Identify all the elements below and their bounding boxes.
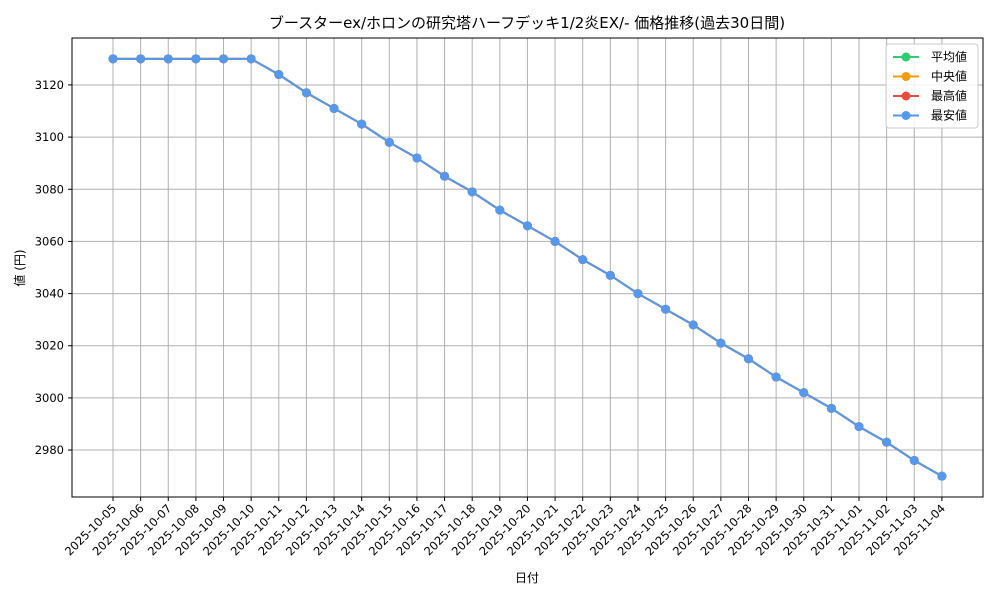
- data-point: [467, 187, 477, 197]
- y-tick-label: 3040: [35, 287, 64, 301]
- data-point: [909, 455, 919, 465]
- data-point: [688, 320, 698, 330]
- data-point: [854, 422, 864, 432]
- y-axis-ticks: 2980 3000 3020 3040 3060 3080 3100 3120: [35, 78, 72, 457]
- legend-item: 平均値: [893, 49, 967, 64]
- data-point: [578, 255, 588, 265]
- legend-label: 最高値: [931, 88, 967, 103]
- data-point: [633, 289, 643, 299]
- y-tick-label: 3100: [35, 130, 64, 144]
- data-point: [826, 403, 836, 413]
- data-point: [495, 205, 505, 215]
- data-point: [136, 54, 146, 64]
- y-tick-label: 3080: [35, 182, 64, 196]
- legend-item: 最高値: [893, 88, 967, 103]
- legend-box: [885, 43, 979, 129]
- y-tick-label: 3120: [35, 78, 64, 92]
- legend-item: 中央値: [893, 69, 967, 84]
- legend-marker: [901, 91, 911, 101]
- plot-frame: [71, 37, 984, 498]
- data-point: [357, 119, 367, 129]
- data-point: [550, 236, 560, 246]
- legend-label: 最安値: [931, 108, 967, 123]
- legend-marker: [901, 52, 911, 62]
- data-point: [301, 88, 311, 98]
- legend-item: 最安値: [893, 108, 967, 123]
- data-point: [661, 304, 671, 314]
- data-point: [743, 354, 753, 364]
- legend-label: 平均値: [931, 49, 967, 64]
- x-axis-label: 日付: [515, 571, 539, 585]
- data-point: [412, 153, 422, 163]
- data-point: [799, 388, 809, 398]
- y-tick-label: 3000: [35, 391, 64, 405]
- data-point: [937, 471, 947, 481]
- series-layer: [108, 54, 947, 481]
- data-point: [440, 171, 450, 181]
- legend-label: 中央値: [931, 69, 967, 84]
- data-point: [329, 103, 339, 113]
- series-4: [108, 54, 947, 481]
- grid: [72, 38, 983, 497]
- data-point: [274, 70, 284, 80]
- data-point: [882, 437, 892, 447]
- legend-marker: [901, 111, 911, 120]
- y-tick-label: 2980: [35, 443, 64, 457]
- chart-title: ブースターex/ホロンの研究塔ハーフデッキ1/2炎EX/- 価格推移(過去30日…: [269, 14, 785, 32]
- data-point: [163, 54, 173, 64]
- data-point: [219, 54, 229, 64]
- y-tick-label: 3020: [35, 339, 64, 353]
- y-axis-label: 値 (円): [12, 249, 27, 286]
- data-point: [108, 54, 118, 64]
- data-point: [246, 54, 256, 64]
- data-point: [605, 270, 615, 280]
- data-point: [384, 137, 394, 147]
- data-point: [716, 338, 726, 348]
- data-point: [522, 221, 532, 231]
- x-axis-ticks: 2025-10-052025-10-062025-10-072025-10-08…: [62, 497, 948, 558]
- data-point: [191, 54, 201, 64]
- legend-marker: [901, 72, 911, 81]
- data-point: [771, 372, 781, 382]
- y-tick-label: 3060: [35, 234, 64, 248]
